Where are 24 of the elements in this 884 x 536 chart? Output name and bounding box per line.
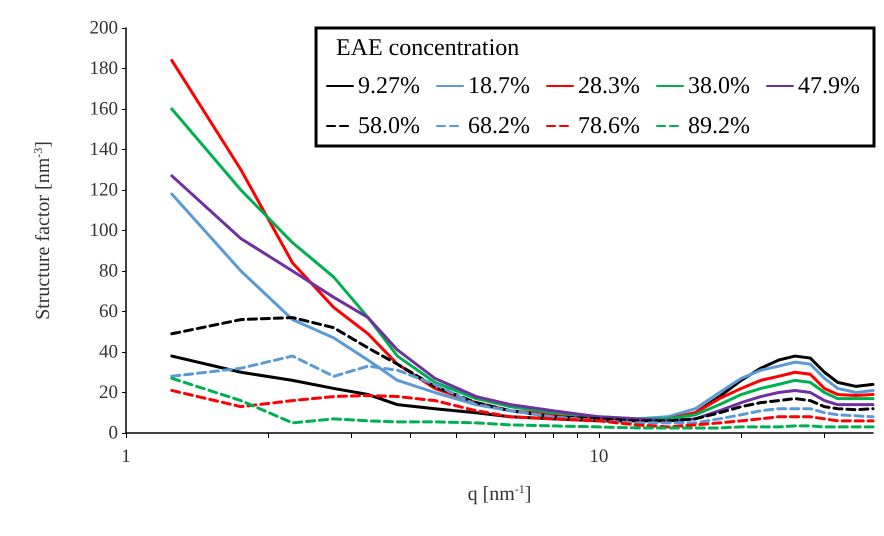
legend-label: 9.27%: [358, 73, 420, 99]
y-tick-label: 200: [90, 18, 118, 38]
y-tick-label: 100: [90, 220, 118, 241]
legend-label: 47.9%: [798, 73, 860, 99]
y-tick-label: 40: [99, 342, 118, 362]
legend-label: 28.3%: [578, 73, 640, 99]
legend-label: 38.0%: [688, 73, 750, 99]
y-tick-label: 140: [90, 139, 118, 160]
y-tick-label: 0: [108, 422, 118, 444]
y-axis-title: Structure factor [nm-3]: [31, 141, 54, 320]
legend-label: 78.6%: [578, 113, 640, 139]
legend-label: 89.2%: [688, 113, 750, 139]
y-tick-label: 20: [99, 382, 118, 403]
x-tick-label: 10: [589, 446, 608, 467]
legend-title: EAE concentration: [336, 35, 520, 61]
y-tick-label: 180: [90, 58, 118, 79]
y-tick-label: 120: [90, 180, 118, 200]
x-tick-label: 1: [121, 446, 131, 467]
y-tick-label: 80: [99, 260, 118, 282]
y-tick-label: 160: [90, 98, 118, 120]
y-tick-label: 60: [99, 301, 118, 322]
legend-label: 68.2%: [468, 113, 530, 139]
legend-label: 18.7%: [468, 73, 530, 99]
legend-label: 58.0%: [358, 113, 420, 139]
